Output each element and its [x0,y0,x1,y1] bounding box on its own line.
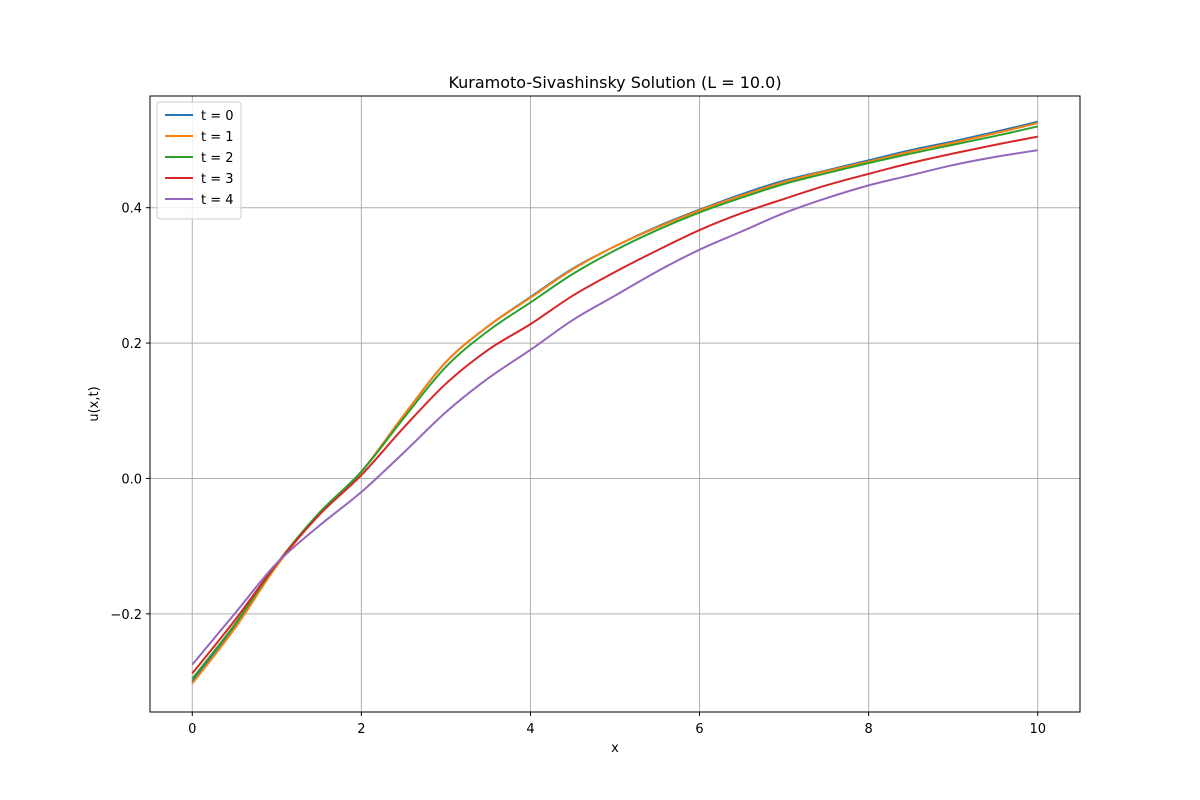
x-tick-label: 8 [864,722,872,737]
plot-area [191,120,1038,685]
grid [150,96,1080,712]
x-tick-label: 10 [1029,722,1046,737]
axes-frame [149,95,1081,713]
y-tick-label: −0.2 [110,608,142,623]
series-line-t2 [191,125,1038,680]
x-axis-label: x [611,741,619,756]
legend-box [156,101,242,220]
legend: t = 0 t = 1 t = 2 t = 3 t = 4 [156,101,242,220]
x-tick-label: 6 [695,722,703,737]
series-line-t3 [191,135,1038,675]
axis-ticks: 0 2 4 6 8 10 −0.2 0.0 0.2 0.4 [110,202,1046,737]
legend-label: t = 3 [201,172,234,187]
y-tick-label: 0.0 [121,472,142,487]
legend-label: t = 1 [201,130,234,145]
series-line-t4 [191,149,1038,666]
x-tick-label: 0 [188,722,196,737]
legend-label: t = 2 [201,151,234,166]
legend-label: t = 0 [201,109,234,124]
x-tick-label: 2 [357,722,365,737]
chart-title: Kuramoto-Sivashinsky Solution (L = 10.0) [448,73,781,92]
legend-label: t = 4 [201,193,234,208]
y-axis-label: u(x,t) [87,386,102,421]
x-tick-label: 4 [526,722,534,737]
y-tick-label: 0.4 [121,202,142,217]
y-tick-label: 0.2 [121,337,142,352]
